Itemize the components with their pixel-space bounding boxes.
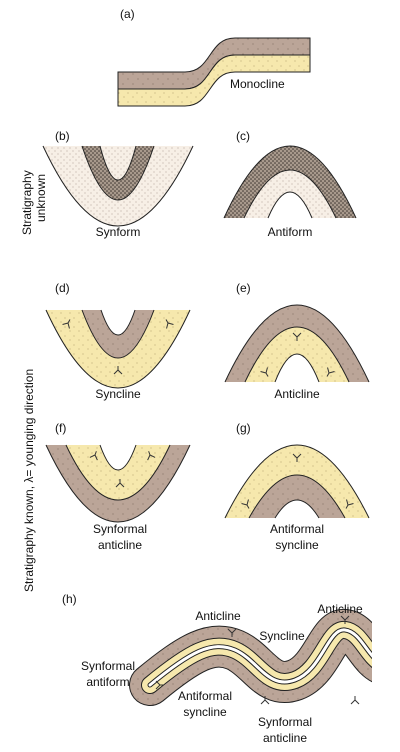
fold-boundary (99, 444, 137, 471)
fold-boundary (244, 326, 350, 383)
tag: (e) (236, 281, 251, 295)
side-label: unknown (34, 174, 48, 222)
fold-boundary (45, 309, 191, 389)
label: Synformal (93, 522, 147, 536)
label: syncline (183, 705, 227, 719)
label: Syncline (95, 387, 141, 401)
tag: (g) (236, 421, 251, 435)
label: Monocline (230, 77, 285, 91)
younging-symbol (147, 451, 156, 461)
fold-boundary (248, 474, 346, 519)
fold-boundary (224, 444, 370, 519)
label: Antiformal (270, 522, 324, 536)
fold-boundary (81, 145, 155, 201)
younging-symbol (62, 319, 71, 329)
younging-symbol (241, 499, 250, 509)
fold-layer (148, 628, 372, 687)
label: Synformal (81, 659, 135, 673)
fold-boundary (100, 309, 136, 336)
tag: (a) (120, 7, 135, 21)
fold-boundary (99, 145, 137, 181)
label: Syncline (259, 629, 305, 643)
fold-h (129, 609, 372, 706)
younging-symbol (115, 479, 125, 488)
label: syncline (275, 538, 319, 552)
younging-symbol (340, 615, 350, 624)
folds (42, 145, 370, 523)
fold-boundary (65, 444, 171, 501)
label: Antiformal (178, 689, 232, 703)
younging-symbol (292, 332, 302, 341)
younging-symbol (345, 499, 354, 509)
label: antiform (86, 675, 129, 689)
younging-symbol (227, 628, 237, 637)
label: Anticline (274, 387, 320, 401)
label: Antiform (268, 225, 313, 239)
side-label: Stratigraphy (20, 170, 34, 235)
younging-symbol (260, 696, 270, 705)
younging-symbol (260, 367, 269, 377)
younging-symbol (155, 680, 164, 690)
tag: (h) (62, 592, 77, 606)
label: anticline (98, 538, 142, 552)
younging-symbol (350, 696, 360, 705)
label: Synformal (258, 715, 312, 729)
younging-symbol (165, 319, 174, 329)
layer-yellow (117, 54, 311, 107)
fold-boundary (224, 304, 370, 383)
label: anticline (263, 731, 307, 745)
younging-symbol (292, 453, 302, 462)
fold-boundary (42, 145, 194, 227)
label: Anticline (317, 602, 363, 616)
tag: (b) (55, 129, 70, 143)
fold-boundary (243, 169, 337, 219)
younging-symbol (113, 366, 123, 375)
label: Anticline (195, 609, 241, 623)
fold-boundary (267, 191, 313, 219)
side-label: Stratigraphy known, λ= younging directio… (22, 369, 36, 592)
younging-symbol (89, 451, 98, 461)
fold-boundary (274, 353, 320, 383)
tag: (c) (236, 129, 250, 143)
younging-symbols (62, 319, 360, 705)
tag: (f) (55, 421, 66, 435)
tag: (d) (55, 281, 70, 295)
fold-boundary (223, 145, 357, 219)
fold-boundary (274, 499, 320, 519)
fold-boundary (81, 309, 155, 359)
younging-symbol (326, 367, 335, 377)
fold-boundary (45, 444, 191, 523)
label: Synform (96, 225, 141, 239)
